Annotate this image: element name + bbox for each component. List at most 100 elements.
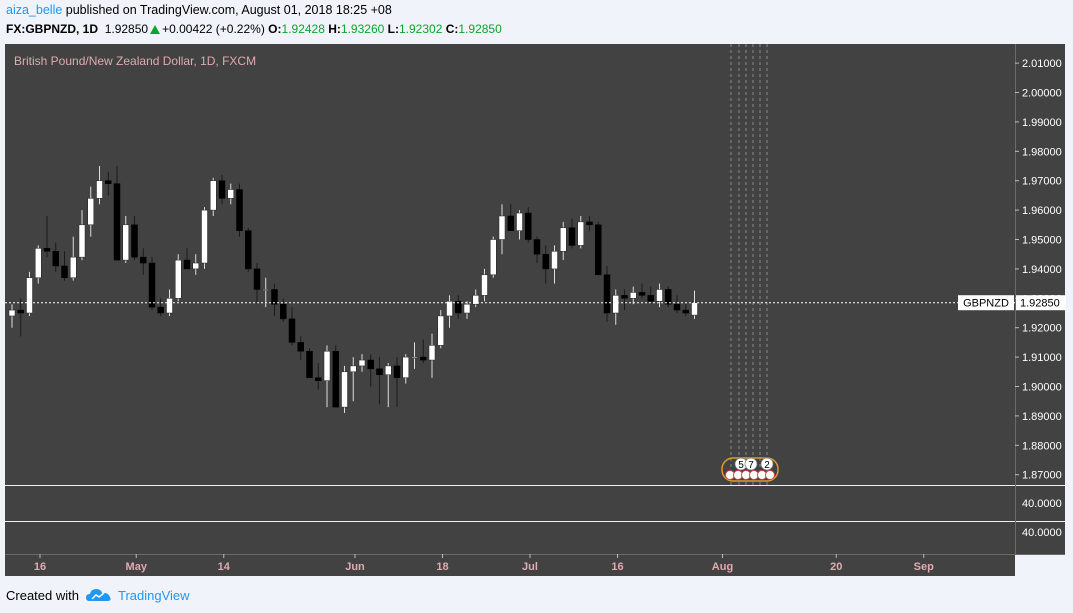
author-link[interactable]: aiza_belle — [6, 3, 63, 17]
candle — [367, 354, 374, 387]
candle — [280, 298, 287, 322]
event-lines — [730, 44, 768, 485]
candle-body-up — [402, 356, 409, 378]
candle-body-up — [551, 251, 558, 270]
candle-body-down — [140, 256, 147, 264]
candle — [183, 248, 191, 270]
tradingview-brand-link[interactable]: TradingView — [118, 588, 190, 603]
candle — [78, 210, 86, 261]
candle — [376, 357, 383, 405]
candle — [323, 345, 331, 408]
candle — [70, 236, 77, 281]
main-pane[interactable] — [5, 44, 1015, 485]
candle-body-down — [542, 253, 549, 270]
indicator-pane[interactable] — [5, 486, 1015, 521]
candle-body-up — [463, 303, 471, 314]
candle — [245, 227, 252, 272]
candle — [113, 166, 121, 261]
candle — [621, 289, 628, 311]
y-tick-label: 1.88000 — [1022, 440, 1062, 452]
candle — [332, 345, 339, 408]
y-tick-label: 2.00000 — [1022, 88, 1062, 100]
candle — [26, 271, 33, 316]
tradingview-cloud-icon[interactable] — [86, 587, 112, 603]
candle — [315, 362, 322, 390]
candle-body-up — [175, 259, 182, 299]
candle-body-up — [358, 359, 366, 367]
candle-body-down — [17, 309, 24, 314]
candle-body-up — [437, 315, 444, 346]
price-chart[interactable]: British Pound/New Zealand Dollar, 1D, FX… — [0, 44, 1073, 578]
ohlc-legend: FX:GBPNZD, 1D 1.92850 +0.00422 (+0.22%) O… — [6, 22, 502, 36]
y-tick-label: 1.96000 — [1022, 205, 1062, 217]
candle-body-up — [122, 224, 129, 261]
candle-body-down — [507, 215, 514, 231]
candle-body-down — [131, 224, 138, 258]
candle — [61, 251, 68, 281]
candle-body-down — [52, 251, 59, 267]
candle — [568, 218, 576, 249]
low-value: 1.92302 — [398, 22, 443, 36]
candle-body-down — [638, 292, 646, 296]
last-price: 1.92850 — [104, 22, 149, 36]
candle-body-down — [105, 180, 112, 184]
candle-body-up — [472, 295, 479, 305]
candle — [306, 348, 313, 378]
candle-body-up — [227, 189, 234, 199]
candle-body-down — [315, 377, 322, 381]
candle — [577, 215, 584, 249]
candle-body-up — [96, 180, 103, 199]
candles — [8, 166, 698, 413]
candle-body-up — [166, 298, 173, 314]
candle-body-down — [525, 212, 532, 240]
candle — [437, 310, 444, 349]
candle — [96, 166, 103, 205]
candle-body-up — [691, 302, 698, 316]
price-change: +0.00422 (+0.22%) — [162, 22, 265, 36]
x-tick-label: 18 — [436, 561, 448, 573]
candle-body-up — [323, 350, 331, 381]
candle-body-down — [568, 227, 576, 246]
candle-body-up — [481, 274, 488, 296]
candle-body-down — [113, 183, 121, 261]
candle-body-down — [376, 368, 383, 375]
candle-body-down — [455, 301, 462, 314]
candle — [586, 215, 593, 231]
candle — [560, 221, 567, 261]
x-tick-label: Jul — [522, 561, 538, 573]
candle-body-down — [43, 248, 51, 252]
candle — [35, 245, 42, 284]
candle — [210, 177, 217, 216]
candle-body-up — [26, 277, 33, 314]
candle-body-up — [516, 212, 523, 231]
candle — [43, 215, 51, 258]
price-axis-labels: 2.01000 2.00000 1.99000 1.98000 1.97000 1.960… — [1015, 58, 1062, 482]
candle-body-up — [411, 356, 418, 359]
x-tick-label: May — [126, 561, 148, 573]
y-tick-label: 1.87000 — [1022, 470, 1062, 482]
candle — [516, 210, 523, 240]
y-tick-label: 1.90000 — [1022, 382, 1062, 394]
candle — [507, 204, 514, 231]
indicator-pane-2[interactable] — [5, 522, 1015, 554]
footer: Created with TradingView — [0, 578, 1073, 613]
candle-body-up — [428, 345, 436, 361]
candle-body-down — [673, 303, 681, 311]
candle — [656, 283, 663, 308]
candle-body-up — [577, 221, 584, 246]
candle-body-down — [682, 309, 689, 314]
x-tick-label: Aug — [712, 561, 733, 573]
candle-body-up — [78, 224, 86, 258]
candle — [682, 304, 689, 316]
y-tick-label: 1.98000 — [1022, 146, 1062, 158]
candle — [105, 171, 112, 196]
candle — [603, 265, 611, 322]
candle — [481, 268, 488, 302]
event-count: 2 — [764, 460, 770, 471]
candle — [175, 254, 182, 302]
candle-body-down — [603, 274, 611, 314]
candle-body-up — [490, 239, 497, 276]
time-axis[interactable] — [5, 554, 1015, 576]
close-value: 1.92850 — [458, 22, 502, 36]
